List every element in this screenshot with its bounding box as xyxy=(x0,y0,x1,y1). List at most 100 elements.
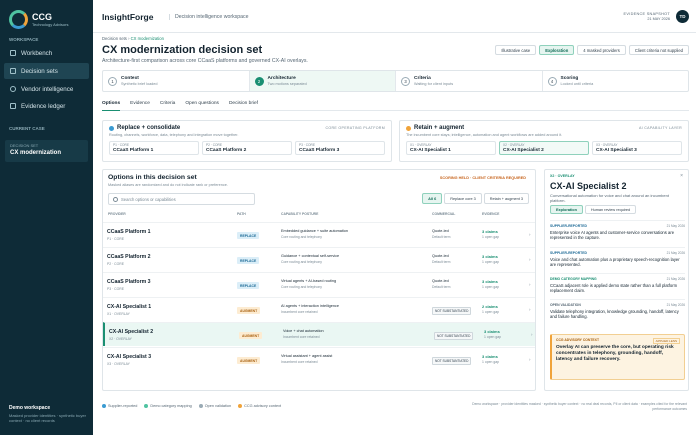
filter-replace[interactable]: Replace core 3 xyxy=(444,193,482,204)
step-number: 1 xyxy=(108,76,117,86)
table-row[interactable]: CCaaS Platform 2 P2 · CORE REPLACE Guida… xyxy=(103,247,535,271)
path-badge: REPLACE xyxy=(237,257,260,264)
path-badge: AUGMENT xyxy=(237,307,261,314)
sidebar-item-workbench[interactable]: Workbench xyxy=(4,45,89,61)
tab-evidence[interactable]: Evidence xyxy=(130,101,150,106)
row-evidence[interactable]: 3 claims xyxy=(482,229,498,234)
evidence-item[interactable]: OPEN VALIDATION 21 May 2026 Validate tel… xyxy=(550,299,685,319)
row-evidence[interactable]: 2 claims xyxy=(482,304,498,309)
globe-icon xyxy=(10,86,16,92)
row-evidence[interactable]: 3 claims xyxy=(482,279,498,284)
tab-decision-brief[interactable]: Decision brief xyxy=(228,101,258,106)
row-evidence[interactable]: 3 claims xyxy=(482,354,498,359)
chevron-right-icon[interactable]: › xyxy=(529,307,531,312)
chip-exploration: Exploration xyxy=(550,205,583,214)
path-provider-box[interactable]: P3 · CORE CCaaS Platform 3 xyxy=(295,141,385,155)
legend-label: Supplier-reported xyxy=(108,404,138,408)
row-commercial-sub: Default term xyxy=(432,285,451,289)
step-context[interactable]: 1 Context Synthetic brief loaded xyxy=(103,71,250,91)
legend-item: Supplier-reported xyxy=(102,404,137,408)
chip-providers: 4 masked providers xyxy=(577,45,626,55)
provider-name: CX-AI Specialist 3 xyxy=(596,148,637,153)
search-input[interactable]: Search options or capabilities xyxy=(108,193,255,205)
legend-item: CCG advisory context xyxy=(238,404,281,408)
row-evidence[interactable]: 3 claims xyxy=(482,254,498,259)
column-header: EVIDENCE xyxy=(482,212,500,216)
tab-open-questions[interactable]: Open questions xyxy=(185,101,219,106)
chevron-right-icon[interactable]: › xyxy=(529,232,531,237)
step-criteria[interactable]: 3 Criteria Waiting for client inputs xyxy=(396,71,543,91)
row-evidence-gap: 1 open gap xyxy=(482,235,499,239)
sidebar-item-label: Vendor intelligence xyxy=(21,85,74,93)
row-evidence-gap: 1 open gap xyxy=(482,310,499,314)
sidebar-footer: Demo workspace Masked provider identitie… xyxy=(9,405,89,423)
chevron-right-icon[interactable]: › xyxy=(531,332,533,337)
path-provider-box[interactable]: P2 · CORE CCaaS Platform 2 xyxy=(202,141,292,155)
row-evidence[interactable]: 3 claims xyxy=(484,329,500,334)
row-commercial: Quote-led xyxy=(432,254,449,258)
detail-panel: X2 · OVERLAY × CX-AI Specialist 2 Conver… xyxy=(544,169,689,391)
logo: CCG Technology Advisors xyxy=(9,10,68,29)
path-provider-box[interactable]: X1 · OVERLAY CX-AI Specialist 1 xyxy=(406,141,496,155)
row-provider-name: CX-AI Specialist 3 xyxy=(107,354,152,360)
app-description: Decision intelligence workspace xyxy=(169,14,249,20)
row-evidence-gap: 1 open gap xyxy=(484,335,501,339)
provider-key: X2 · OVERLAY xyxy=(503,143,525,147)
table-row[interactable]: CX-AI Specialist 3 X3 · OVERLAY AUGMENT … xyxy=(103,347,535,371)
path-provider-box[interactable]: P1 · CORE CCaaS Platform 1 xyxy=(109,141,199,155)
table-row[interactable]: CX-AI Specialist 1 X1 · OVERLAY AUGMENT … xyxy=(103,297,535,321)
commercial-badge: NOT SUBSTANTIATED xyxy=(434,332,474,340)
page-title: CX modernization decision set xyxy=(102,44,263,56)
logo-icon xyxy=(9,10,28,29)
table-row[interactable]: CCaaS Platform 1 P1 · CORE REPLACE Embed… xyxy=(103,222,535,246)
sidebar: CCG Technology Advisors WORKSPACE Workbe… xyxy=(0,0,93,435)
sidebar-section-workspace: WORKSPACE xyxy=(9,37,39,42)
legend-dot-icon xyxy=(238,404,243,408)
table-row[interactable]: CCaaS Platform 3 P3 · CORE REPLACE Virtu… xyxy=(103,272,535,296)
sidebar-item-decision-sets[interactable]: Decision sets xyxy=(4,63,89,79)
path-tag: AI CAPABILITY LAYER xyxy=(638,126,682,130)
chevron-right-icon[interactable]: › xyxy=(529,257,531,262)
close-icon[interactable]: × xyxy=(680,173,683,179)
step-number: 2 xyxy=(254,76,264,86)
sidebar-item-vendor-intelligence[interactable]: Vendor intelligence xyxy=(4,81,89,97)
tab-criteria[interactable]: Criteria xyxy=(159,101,176,106)
row-capability-sub: Incumbent core retained xyxy=(281,310,318,314)
evidence-item[interactable]: SUPPLIER-REPORTED 21 May 2026 Enterprise… xyxy=(550,220,685,240)
row-commercial: Quote-led xyxy=(432,229,449,233)
tab-options[interactable]: Options xyxy=(102,99,121,111)
ledger-icon xyxy=(10,103,16,109)
filter-all[interactable]: All 6 xyxy=(422,193,443,204)
path-dot-icon xyxy=(406,125,411,131)
path-provider-box[interactable]: X2 · OVERLAY CX-AI Specialist 2 xyxy=(499,141,589,155)
row-provider-key: X1 · OVERLAY xyxy=(107,312,130,316)
row-evidence-gap: 1 open gap xyxy=(482,260,499,264)
avatar[interactable]: TD xyxy=(676,10,689,23)
breadcrumb-separator: › xyxy=(128,36,130,41)
provider-name: CX-AI Specialist 2 xyxy=(503,148,544,153)
evidence-date: 21 May 2026 xyxy=(666,251,685,255)
row-provider-name: CCaaS Platform 1 xyxy=(107,229,151,235)
row-provider-name: CCaaS Platform 3 xyxy=(107,279,151,285)
options-desc: Masked aliases are randomized and do not… xyxy=(108,183,228,187)
breadcrumb-root[interactable]: Decision sets xyxy=(102,36,127,41)
sidebar-item-evidence-ledger[interactable]: Evidence ledger xyxy=(4,98,89,114)
table-row-selected[interactable]: CX-AI Specialist 2 X2 · OVERLAY AUGMENT … xyxy=(103,322,535,346)
sidebar-item-label: Workbench xyxy=(21,49,53,57)
evidence-item[interactable]: DEMO CATEGORY MAPPING 21 May 2026 CCaaS … xyxy=(550,273,685,293)
legend-dot-icon xyxy=(144,404,149,408)
filter-retain[interactable]: Retain + augment 3 xyxy=(483,193,529,204)
chevron-right-icon[interactable]: › xyxy=(529,282,531,287)
current-case-card[interactable]: DECISION SET CX modernization xyxy=(5,140,88,162)
path-provider-box[interactable]: X3 · OVERLAY CX-AI Specialist 3 xyxy=(592,141,682,155)
current-case-kicker: DECISION SET xyxy=(10,143,39,148)
evidence-item[interactable]: SUPPLIER-REPORTED 21 May 2026 Voice and … xyxy=(550,247,685,267)
step-scoring[interactable]: 4 Scoring Locked until criteria xyxy=(543,71,689,91)
evidence-body: Validate telephony integration, knowledg… xyxy=(550,309,679,319)
row-capability: Embedded guidance + suite automation xyxy=(281,229,349,233)
topbar: InsightForge Decision intelligence works… xyxy=(93,0,696,33)
chevron-right-icon[interactable]: › xyxy=(529,357,531,362)
step-architecture[interactable]: 2 Architecture Two motions separated xyxy=(249,71,396,91)
row-capability: Guidance + contextual self-service xyxy=(281,254,340,258)
legend-dot-icon xyxy=(198,404,203,408)
